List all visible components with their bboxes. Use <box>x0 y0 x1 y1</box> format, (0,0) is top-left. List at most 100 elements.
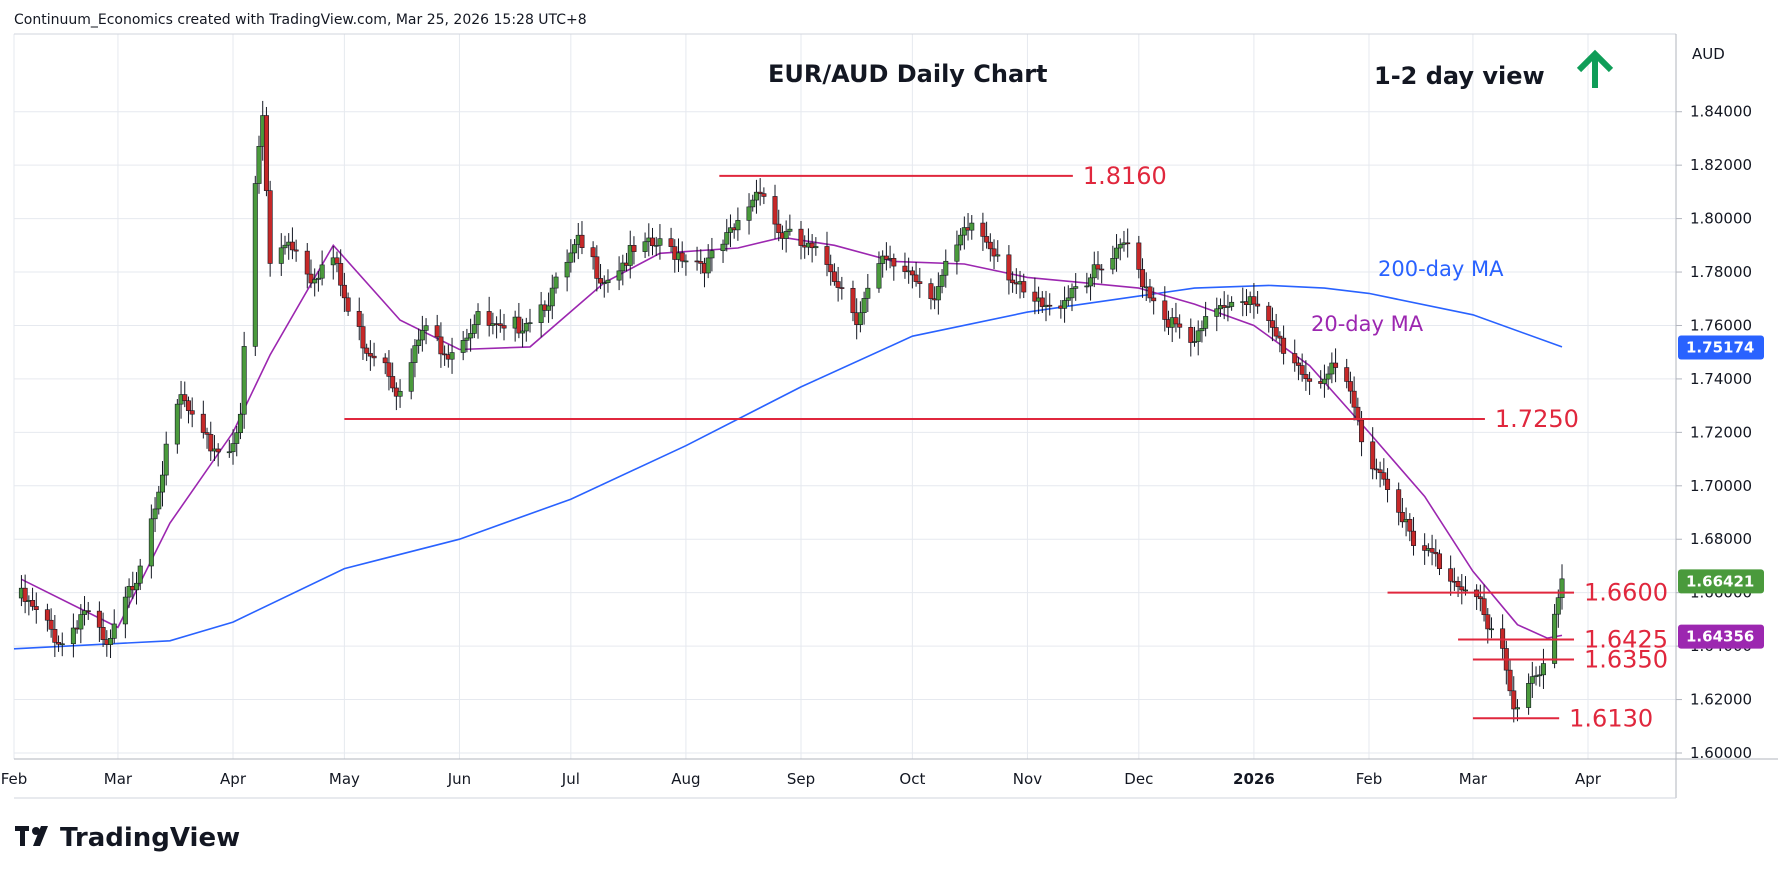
candle <box>961 216 967 250</box>
candle <box>1448 555 1454 596</box>
candle <box>831 263 837 286</box>
candle <box>1307 371 1313 395</box>
tradingview-logo-icon <box>15 826 48 846</box>
candle <box>909 266 915 289</box>
price-badge-ma_20: 1.64356 <box>1678 624 1764 649</box>
candle <box>1385 468 1391 503</box>
candle <box>1177 314 1183 339</box>
candle <box>776 209 782 242</box>
candle <box>1511 676 1517 723</box>
candle <box>954 230 960 275</box>
candle <box>772 184 778 239</box>
candle <box>486 296 492 337</box>
y-tick-label: 1.60000 <box>1690 744 1752 762</box>
candle <box>891 253 897 281</box>
candle <box>1333 348 1339 383</box>
y-tick-label: 1.68000 <box>1690 530 1752 548</box>
candle <box>1266 302 1272 333</box>
candle <box>1507 659 1513 696</box>
candle <box>735 207 741 241</box>
candle <box>412 339 418 378</box>
x-tick-label: Mar <box>104 770 133 788</box>
candle <box>913 261 919 287</box>
candle <box>1214 297 1220 332</box>
x-tick-label: Aug <box>671 770 700 788</box>
level-label: 1.7250 <box>1495 405 1579 433</box>
x-tick-label: Sep <box>787 770 815 788</box>
candle <box>724 219 730 252</box>
candle <box>516 302 522 339</box>
candle <box>1273 313 1279 341</box>
y-tick-label: 1.72000 <box>1690 423 1752 441</box>
candle <box>1099 263 1105 284</box>
candle <box>226 439 232 458</box>
candle <box>1537 665 1543 687</box>
candle <box>1407 513 1413 542</box>
candle <box>345 292 351 316</box>
candle <box>494 316 500 339</box>
candle <box>809 234 815 263</box>
candle <box>1091 251 1097 288</box>
candle <box>1477 584 1483 612</box>
candle <box>1140 258 1146 298</box>
candle <box>464 328 470 353</box>
candle <box>1381 458 1387 486</box>
candle <box>1047 293 1053 316</box>
x-tick-label: Jun <box>447 770 471 788</box>
candle <box>787 214 793 236</box>
time-axis[interactable]: Feb Mar Apr May Jun Jul Aug Sep Oct Nov Dec 2026 Feb… <box>1 770 1602 788</box>
candle <box>289 227 295 260</box>
candle <box>1125 228 1131 258</box>
candle <box>865 273 871 313</box>
candle <box>70 613 76 658</box>
x-tick-label: Apr <box>220 770 247 788</box>
candle <box>1147 278 1153 303</box>
x-tick-label: 2026 <box>1233 770 1275 788</box>
candle <box>308 259 314 289</box>
y-tick-label: 1.84000 <box>1690 103 1752 121</box>
candle <box>152 497 158 533</box>
price-axis[interactable]: AUD 1.84000 1.82000 1.80000 1.78000 1.76000 1… <box>1676 45 1752 762</box>
chart-grid <box>13 34 1676 759</box>
candle <box>475 303 481 339</box>
candle <box>471 314 477 339</box>
candle <box>1073 273 1079 301</box>
candle <box>880 250 886 278</box>
x-tick-label: Dec <box>1124 770 1153 788</box>
candle <box>1344 358 1350 389</box>
candle <box>1084 272 1090 294</box>
candle <box>1203 301 1209 337</box>
candle <box>364 343 370 362</box>
candle <box>497 309 503 333</box>
candle <box>1422 533 1428 565</box>
candle <box>1169 307 1175 343</box>
attribution-text: Continuum_Economics created with Trading… <box>14 12 587 28</box>
candle <box>657 224 663 260</box>
candle <box>52 615 58 658</box>
candle <box>185 396 191 424</box>
candle <box>416 328 422 354</box>
candle <box>631 236 637 265</box>
candle <box>620 254 626 286</box>
candle <box>1251 283 1257 319</box>
candle <box>1117 238 1123 261</box>
candle <box>85 601 91 620</box>
price-badge-ma_200: 1.75174 <box>1678 335 1764 360</box>
candle <box>861 291 867 325</box>
y-tick-label: 1.62000 <box>1690 691 1752 709</box>
candle <box>616 256 622 291</box>
candle <box>1370 427 1376 480</box>
currency-label: AUD <box>1692 45 1725 63</box>
candle <box>991 239 997 270</box>
candle <box>1088 273 1094 301</box>
candle <box>1121 230 1127 252</box>
tradingview-logo[interactable]: TradingView <box>15 823 240 853</box>
candle <box>1010 271 1016 293</box>
candle <box>48 608 54 638</box>
candle <box>746 193 752 235</box>
candle <box>1529 661 1535 698</box>
candle <box>1303 360 1309 391</box>
candle <box>1188 318 1194 357</box>
